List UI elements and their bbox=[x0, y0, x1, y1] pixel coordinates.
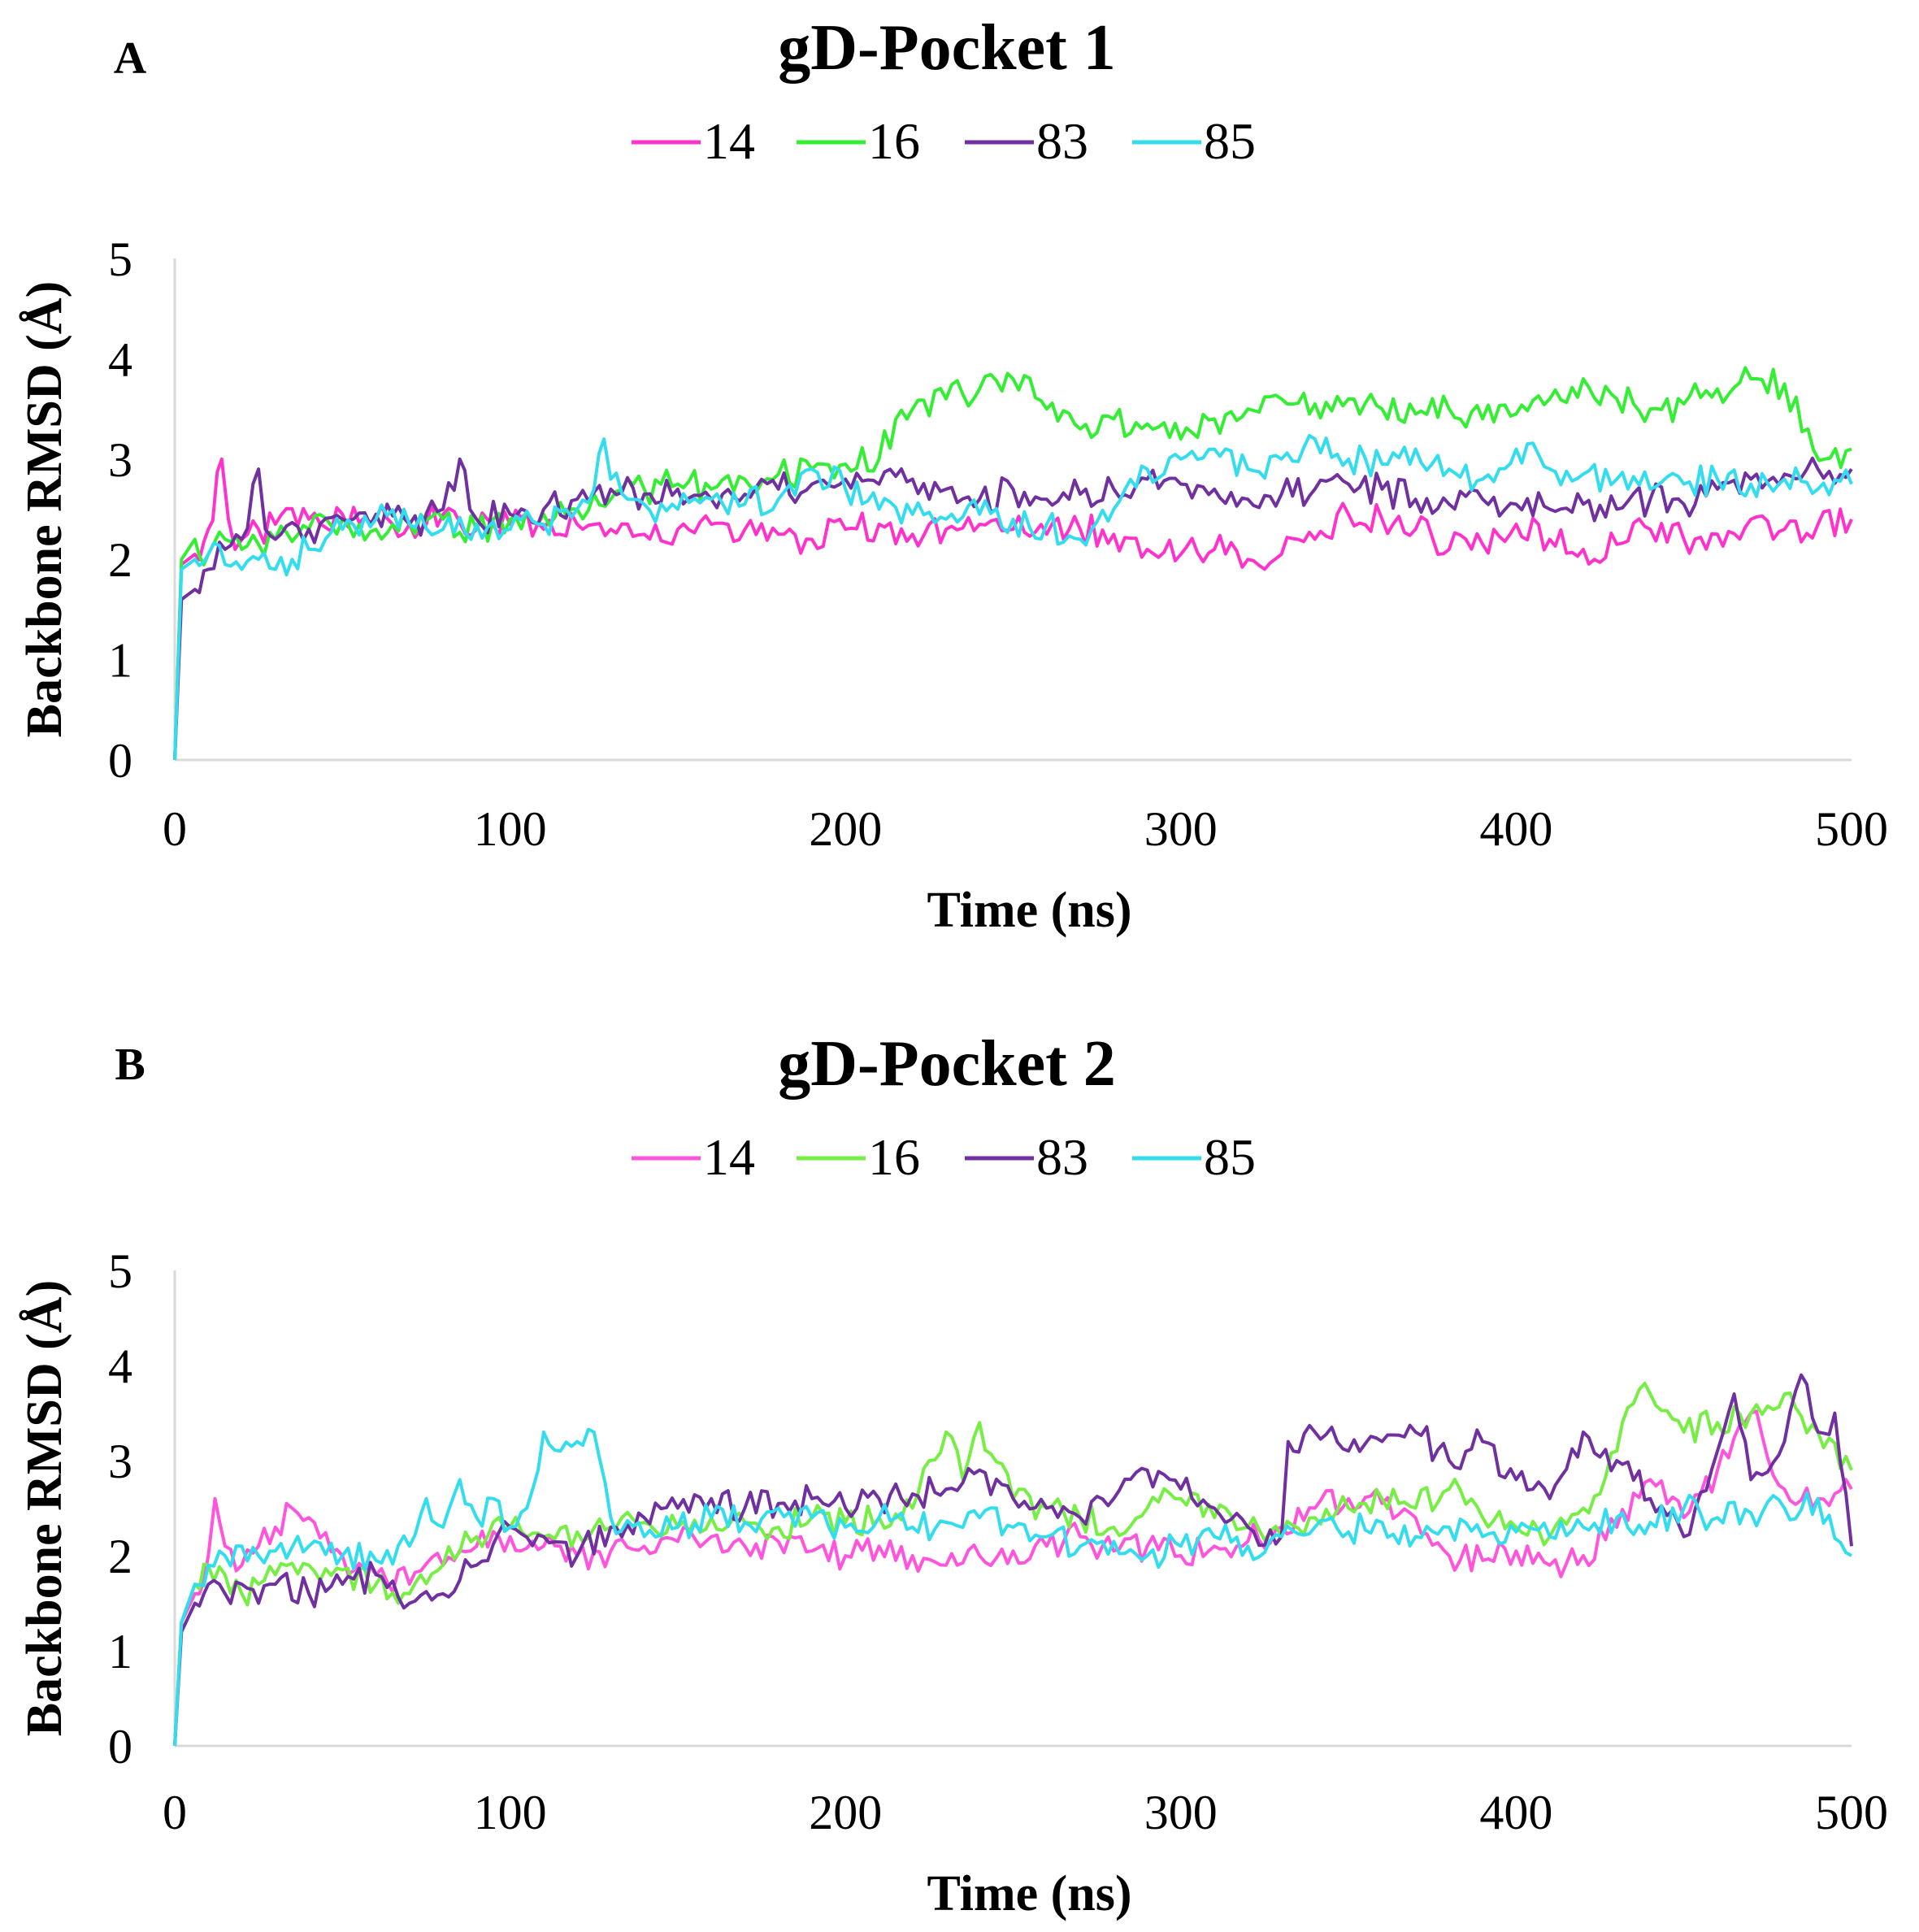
series-line-83 bbox=[173, 1373, 1853, 1747]
x-tick-label: 400 bbox=[1479, 802, 1552, 856]
legend-label: 85 bbox=[1204, 1128, 1256, 1186]
y-tick-label: 5 bbox=[108, 1244, 132, 1298]
panel-letter: B bbox=[115, 1040, 145, 1090]
panel-letter: A bbox=[114, 33, 147, 84]
legend-label: 85 bbox=[1204, 112, 1256, 170]
legend-label: 83 bbox=[1036, 1128, 1088, 1186]
y-axis-label: Backbone RMSD (Å) bbox=[17, 281, 72, 737]
series-line-14 bbox=[173, 1409, 1853, 1747]
legend-label: 14 bbox=[703, 112, 755, 170]
legend-item-85: 85 bbox=[1132, 112, 1256, 170]
series-line-16 bbox=[173, 1381, 1853, 1747]
legend: 14 16 83 85 bbox=[632, 1128, 1256, 1186]
legend-label: 83 bbox=[1036, 112, 1088, 170]
legend-label: 14 bbox=[703, 1128, 755, 1186]
legend-item-83: 83 bbox=[965, 1128, 1088, 1186]
series-line-85 bbox=[173, 1427, 1852, 1747]
y-tick-label: 2 bbox=[108, 1530, 132, 1583]
series-line-85 bbox=[173, 434, 1853, 761]
chart-title: gD-Pocket 2 bbox=[778, 1028, 1115, 1100]
x-tick-label: 100 bbox=[474, 802, 547, 856]
x-tick-label: 0 bbox=[163, 1786, 187, 1839]
y-tick-label: 5 bbox=[108, 232, 132, 286]
legend: 14 16 83 85 bbox=[632, 112, 1256, 170]
x-axis-label: Time (ns) bbox=[927, 883, 1131, 938]
x-tick-label: 300 bbox=[1144, 1786, 1218, 1839]
series-line-83 bbox=[173, 456, 1853, 761]
x-axis-label: Time (ns) bbox=[927, 1866, 1131, 1921]
y-tick-label: 0 bbox=[108, 734, 132, 788]
x-tick-label: 0 bbox=[163, 802, 187, 856]
x-tick-label: 500 bbox=[1815, 1786, 1888, 1839]
x-tick-label: 200 bbox=[809, 802, 882, 856]
x-tick-label: 200 bbox=[809, 1786, 882, 1839]
x-tick-label: 400 bbox=[1479, 1786, 1552, 1839]
chart-title: gD-Pocket 1 bbox=[778, 12, 1115, 84]
y-axis-label: Backbone RMSD (Å) bbox=[17, 1280, 72, 1736]
legend-label: 16 bbox=[868, 112, 920, 170]
legend-item-16: 16 bbox=[797, 1128, 920, 1186]
y-tick-label: 1 bbox=[108, 1625, 132, 1678]
legend-item-14: 14 bbox=[632, 1128, 755, 1186]
y-tick-label: 4 bbox=[108, 332, 132, 386]
legend-item-83: 83 bbox=[965, 112, 1088, 170]
legend-item-85: 85 bbox=[1132, 1128, 1256, 1186]
y-tick-label: 1 bbox=[108, 634, 132, 688]
x-tick-label: 500 bbox=[1815, 802, 1888, 856]
y-tick-label: 0 bbox=[108, 1720, 132, 1774]
x-tick-label: 300 bbox=[1144, 802, 1218, 856]
legend-item-16: 16 bbox=[797, 112, 920, 170]
legend-item-14: 14 bbox=[632, 112, 755, 170]
y-tick-label: 4 bbox=[108, 1339, 132, 1393]
legend-label: 16 bbox=[868, 1128, 920, 1186]
y-tick-label: 2 bbox=[108, 533, 132, 587]
y-tick-label: 3 bbox=[108, 433, 132, 487]
y-tick-label: 3 bbox=[108, 1435, 132, 1488]
x-tick-label: 100 bbox=[474, 1786, 547, 1839]
